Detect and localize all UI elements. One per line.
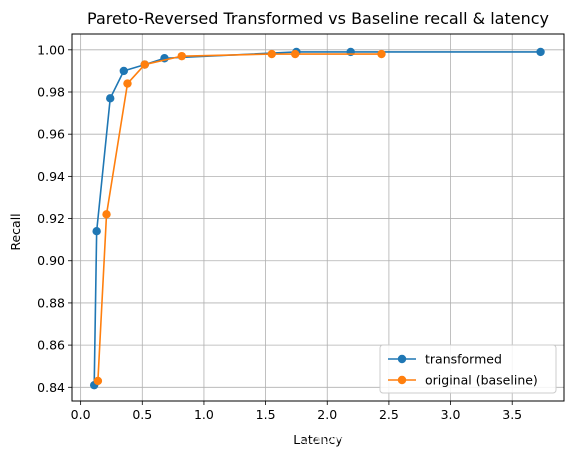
plot-frame <box>71 33 565 402</box>
x-tick-label: 2.5 <box>379 407 399 422</box>
data-point-0 <box>119 66 128 76</box>
x-tick-label: 0.5 <box>132 407 152 422</box>
watermark-text: CSDN @Elastic 中国社区官方博客 <box>298 428 566 448</box>
data-point-1 <box>93 376 103 386</box>
data-point-0 <box>92 227 101 236</box>
series-line-1 <box>97 53 382 382</box>
x-tick-label: 1.0 <box>194 407 214 422</box>
data-point-1 <box>290 49 300 59</box>
y-tick-label: 0.86 <box>37 338 65 353</box>
series-layer <box>89 47 545 390</box>
data-point-0 <box>106 94 115 103</box>
y-tick-label: 0.94 <box>37 169 65 184</box>
y-tick-label: 0.88 <box>37 295 65 310</box>
data-point-1 <box>140 60 149 69</box>
legend: transformed original (baseline) <box>379 344 557 394</box>
data-point-1 <box>177 51 186 61</box>
data-point-1 <box>123 79 132 88</box>
chart-title: Pareto-Reversed Transformed vs Baseline … <box>87 9 549 28</box>
y-tick-label: 0.92 <box>37 211 65 226</box>
x-tick-label: 3.0 <box>441 407 461 422</box>
x-tick-label: 2.0 <box>317 407 337 422</box>
x-tick-label: 0.0 <box>71 407 91 422</box>
x-axis-ticks: 0.0 0.5 1.0 1.5 2.0 2.5 3.0 3.5 <box>71 401 522 422</box>
y-tick-label: 0.84 <box>37 380 65 395</box>
legend-label: original (baseline) <box>425 373 538 388</box>
data-point-1 <box>267 49 276 59</box>
data-point-1 <box>102 210 111 219</box>
y-tick-label: 0.90 <box>37 253 65 268</box>
legend-swatch-marker <box>397 354 407 364</box>
data-point-1 <box>377 49 386 59</box>
data-point-0 <box>346 47 355 57</box>
y-tick-label: 0.98 <box>37 85 65 100</box>
x-axis-label: Latency <box>293 432 343 447</box>
data-point-0 <box>536 47 545 57</box>
legend-box <box>379 344 557 394</box>
y-axis-ticks: 0.84 0.86 0.88 0.90 0.92 0.94 0.96 0.98 1.00 <box>37 42 72 395</box>
x-tick-label: 1.5 <box>256 407 276 422</box>
legend-label: transformed <box>425 352 502 367</box>
y-tick-label: 1.00 <box>37 42 65 57</box>
legend-swatch-marker <box>397 375 407 385</box>
x-tick-label: 3.5 <box>502 407 522 422</box>
grid-lines <box>72 34 564 401</box>
y-tick-label: 0.96 <box>37 127 65 142</box>
y-axis-label: Recall <box>8 213 23 250</box>
